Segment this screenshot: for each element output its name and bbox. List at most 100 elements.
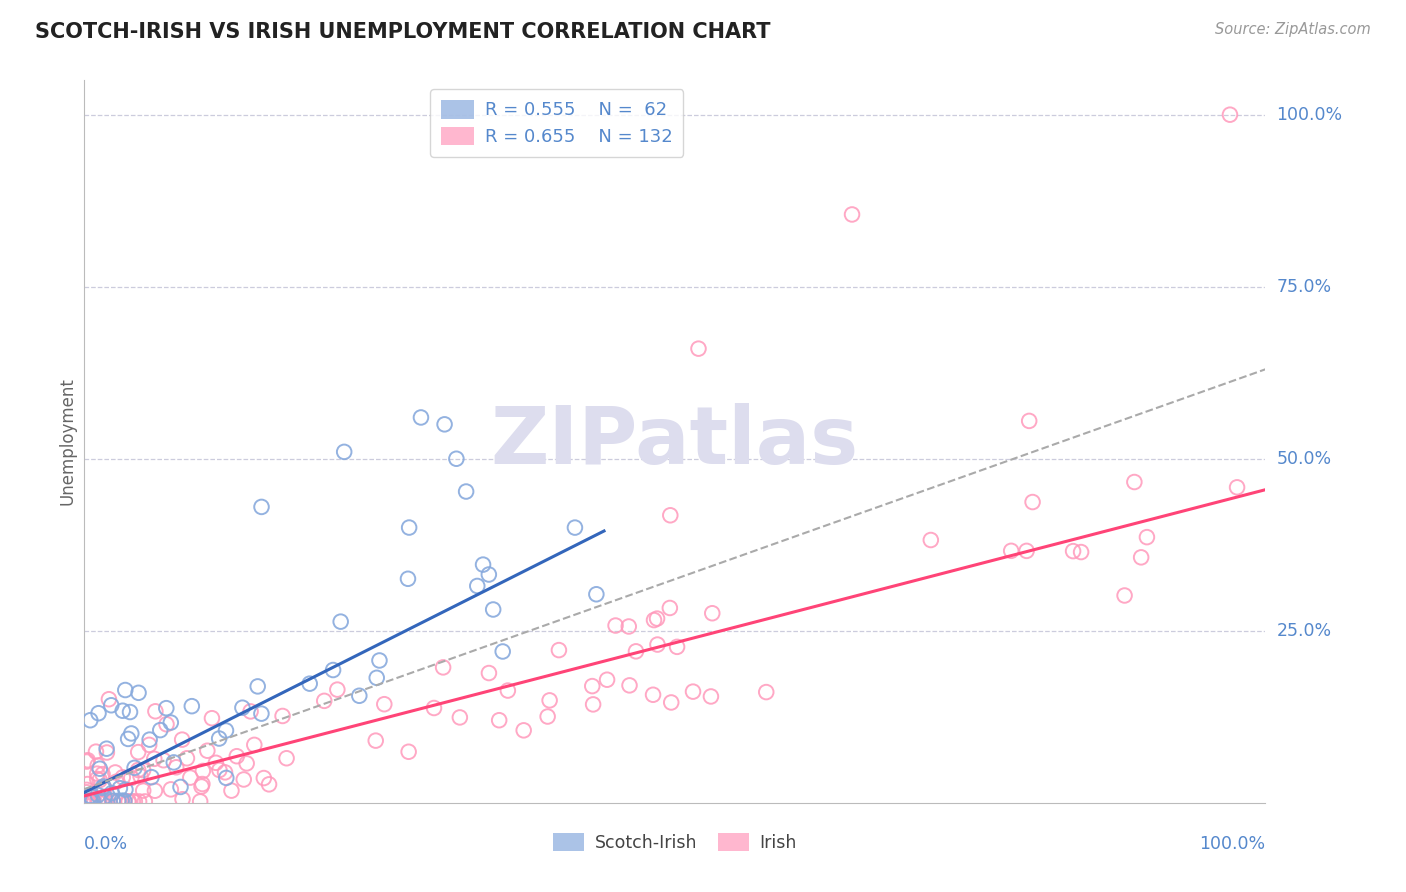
Point xyxy=(538,693,561,707)
Point xyxy=(1021,495,1043,509)
Point xyxy=(127,763,149,777)
Point xyxy=(103,794,125,808)
Point xyxy=(120,726,142,740)
Point xyxy=(619,678,641,692)
Point xyxy=(191,777,214,791)
Point xyxy=(239,705,262,719)
Point xyxy=(155,701,177,715)
Point xyxy=(117,794,139,808)
Point xyxy=(682,684,704,698)
Point xyxy=(82,794,104,808)
Point xyxy=(688,342,710,356)
Point xyxy=(132,783,155,797)
Point xyxy=(94,794,117,808)
Point xyxy=(659,508,682,523)
Point xyxy=(472,558,495,572)
Point xyxy=(87,794,110,808)
Point xyxy=(271,709,294,723)
Point xyxy=(111,794,134,808)
Point xyxy=(138,738,160,752)
Point xyxy=(138,732,160,747)
Point xyxy=(143,783,166,797)
Point xyxy=(225,749,247,764)
Point xyxy=(205,756,228,770)
Point xyxy=(159,715,181,730)
Text: ZIPatlas: ZIPatlas xyxy=(491,402,859,481)
Point xyxy=(76,777,98,791)
Point xyxy=(89,773,111,788)
Point xyxy=(700,690,723,704)
Point xyxy=(841,207,863,221)
Point xyxy=(129,769,152,783)
Point xyxy=(87,706,110,721)
Point xyxy=(90,794,112,808)
Point xyxy=(165,760,187,774)
Point xyxy=(433,417,456,432)
Text: 75.0%: 75.0% xyxy=(1277,277,1331,296)
Text: Source: ZipAtlas.com: Source: ZipAtlas.com xyxy=(1215,22,1371,37)
Point xyxy=(585,587,607,601)
Text: 50.0%: 50.0% xyxy=(1277,450,1331,467)
Point xyxy=(446,451,468,466)
Point xyxy=(110,794,132,808)
Point xyxy=(235,756,257,771)
Point xyxy=(76,755,98,769)
Point xyxy=(87,788,110,802)
Text: 100.0%: 100.0% xyxy=(1199,835,1265,854)
Point xyxy=(124,794,146,808)
Point xyxy=(107,794,129,808)
Point xyxy=(349,689,371,703)
Point xyxy=(96,794,118,808)
Point xyxy=(169,780,191,794)
Point xyxy=(605,618,627,632)
Point xyxy=(128,794,150,808)
Point xyxy=(101,794,124,808)
Point xyxy=(659,696,682,710)
Point xyxy=(755,685,778,699)
Text: 100.0%: 100.0% xyxy=(1277,105,1343,124)
Point xyxy=(111,704,134,718)
Point xyxy=(132,763,155,777)
Point xyxy=(232,772,254,787)
Point xyxy=(112,794,135,808)
Point xyxy=(91,794,114,808)
Point xyxy=(449,710,471,724)
Point xyxy=(191,764,214,778)
Point xyxy=(208,763,231,777)
Point xyxy=(322,663,344,677)
Point xyxy=(80,794,103,808)
Point xyxy=(1062,544,1084,558)
Point xyxy=(114,782,136,797)
Point xyxy=(492,644,515,658)
Point xyxy=(100,698,122,713)
Point xyxy=(253,771,276,785)
Point xyxy=(1114,589,1136,603)
Point xyxy=(596,673,619,687)
Point xyxy=(326,682,349,697)
Point xyxy=(314,694,336,708)
Point xyxy=(1130,550,1153,565)
Point xyxy=(76,794,98,808)
Text: 25.0%: 25.0% xyxy=(1277,622,1331,640)
Point xyxy=(89,762,111,776)
Point xyxy=(246,680,269,694)
Point xyxy=(87,794,110,808)
Point xyxy=(333,445,356,459)
Point xyxy=(79,713,101,727)
Point xyxy=(221,783,243,797)
Point xyxy=(86,758,108,772)
Point xyxy=(79,789,101,803)
Point xyxy=(1000,544,1022,558)
Point xyxy=(163,756,186,770)
Point xyxy=(364,733,387,747)
Point xyxy=(79,794,101,808)
Point xyxy=(111,770,134,784)
Point xyxy=(179,771,201,785)
Point xyxy=(108,781,131,796)
Point xyxy=(647,638,669,652)
Point xyxy=(118,705,141,719)
Point xyxy=(76,782,98,797)
Point xyxy=(93,789,115,804)
Point xyxy=(702,606,724,620)
Point xyxy=(257,777,280,791)
